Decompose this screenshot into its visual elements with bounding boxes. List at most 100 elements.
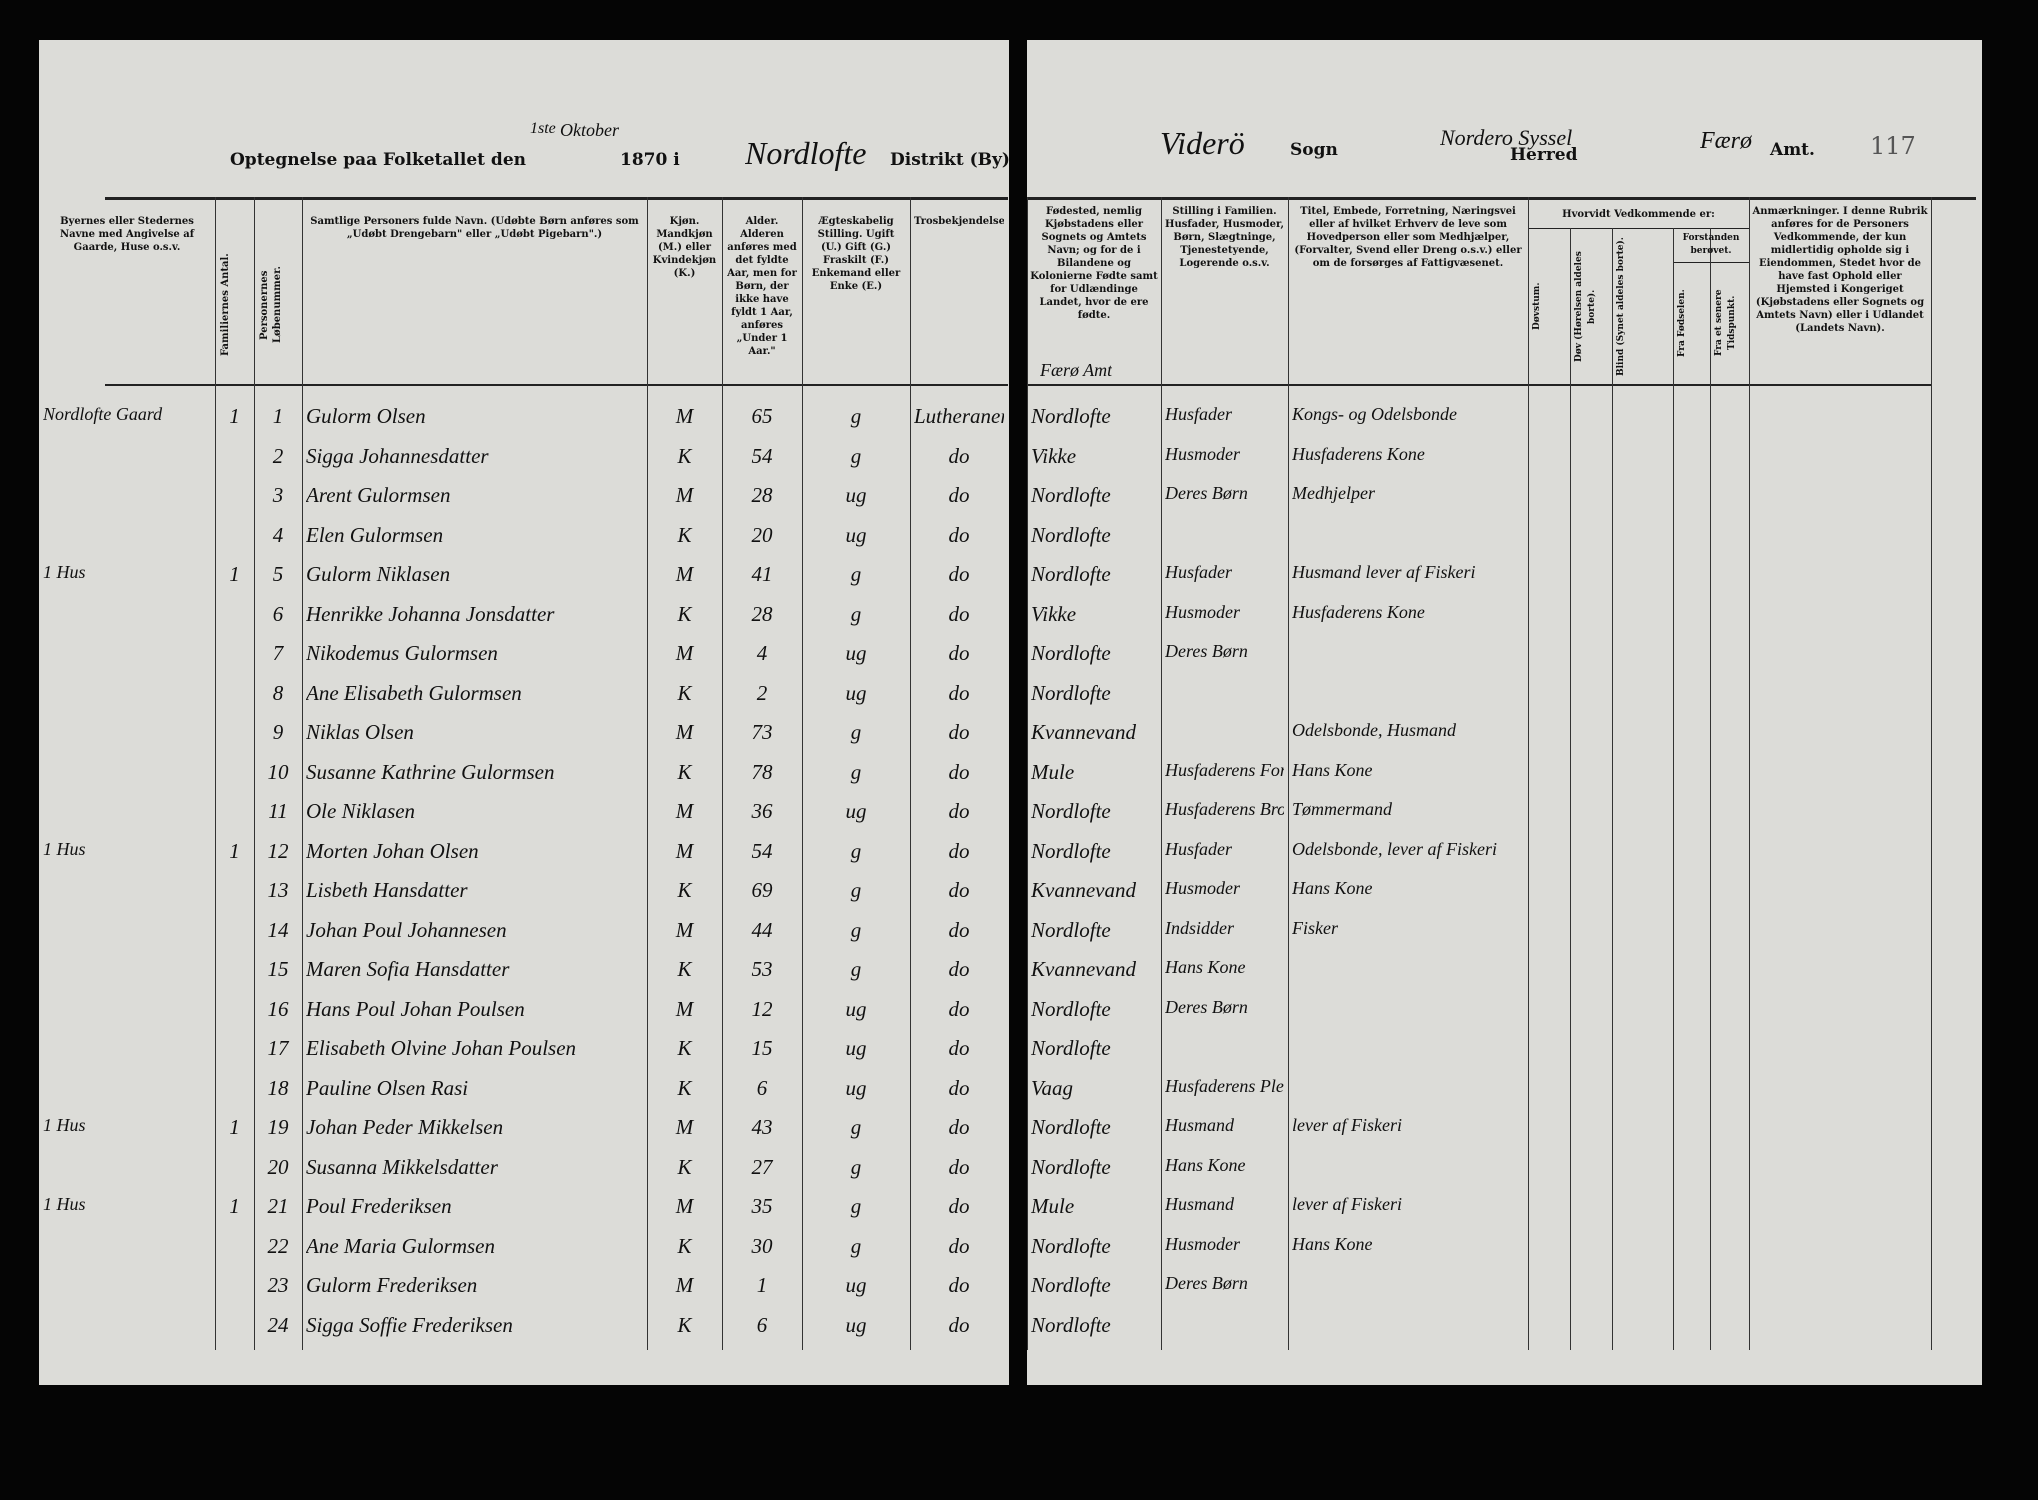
cell: do <box>948 1115 970 1139</box>
cell: do <box>948 838 970 863</box>
cell: M <box>675 838 694 863</box>
cell: ug <box>845 1273 867 1297</box>
cell: lever af Fiskeri <box>1292 1194 1402 1214</box>
cell: 6 <box>756 1312 768 1337</box>
column-rule <box>1288 197 1289 1350</box>
column-header: Titel, Embede, Forretning, Næringsvei el… <box>1294 206 1522 269</box>
cell: 28 <box>751 483 773 507</box>
cell: g <box>850 1154 862 1179</box>
cell: 1 <box>229 404 240 428</box>
column-header: Kjøn. Mandkjøn (M.) eller Kvindekjøn (K.… <box>652 216 717 279</box>
cell: 1 Hus <box>43 1194 86 1214</box>
cell: M <box>675 404 694 428</box>
column-header: Fødested, nemlig Kjøbstadens eller Sogne… <box>1030 206 1158 321</box>
column-header: Personernes Løbenummer. <box>259 266 283 344</box>
column-header: Anmærkninger. I denne Rubrik anføres for… <box>1752 206 1928 334</box>
cell: 73 <box>751 720 773 744</box>
cell: do <box>948 562 970 586</box>
cell: 17 <box>267 1036 289 1060</box>
cell: do <box>948 917 970 942</box>
column-rule <box>722 197 723 1350</box>
cell: 36 <box>751 799 773 823</box>
cell: 8 <box>272 680 284 705</box>
cell: Hans Kone <box>1292 1233 1373 1254</box>
column-header: Døvstum. <box>1532 282 1542 331</box>
cell: do <box>948 483 970 507</box>
cell: ug <box>845 1036 867 1060</box>
parish: Viderö <box>1160 125 1245 161</box>
cell: Poul Frederiksen <box>306 1194 452 1218</box>
cell: do <box>948 1312 970 1337</box>
cell: Nordlofte <box>1031 1036 1111 1060</box>
cell: Fisker <box>1292 917 1338 938</box>
rule <box>1528 228 1749 229</box>
column-header: Blind (Synet aldeles borte). <box>1616 237 1626 376</box>
cell: do <box>948 720 970 744</box>
cell: do <box>948 996 970 1021</box>
column-rule <box>215 197 216 1350</box>
cell: Nordlofte <box>1031 562 1111 586</box>
column-header: Trosbekjendelse. <box>914 216 1004 227</box>
cell: Nordlofte <box>1031 917 1111 942</box>
column-rule <box>1027 197 1028 1350</box>
cell: g <box>850 404 862 428</box>
cell: 21 <box>267 1194 289 1218</box>
cell: Nordlofte <box>1031 1115 1111 1139</box>
cell: Susanna Mikkelsdatter <box>306 1154 498 1179</box>
cell: Husfaderens Kone <box>1292 443 1425 464</box>
cell: K <box>677 680 692 705</box>
cell: do <box>948 799 970 823</box>
cell: Nordlofte <box>1031 404 1111 428</box>
cell: K <box>677 1312 692 1337</box>
cell: Nordlofte <box>1031 1273 1111 1297</box>
cell: 16 <box>267 996 289 1021</box>
cell: 22 <box>267 1233 289 1258</box>
cell: Kvannevand <box>1031 957 1136 981</box>
cell: Husmand lever af Fiskeri <box>1292 562 1476 582</box>
day: 1ste <box>530 120 556 137</box>
cell: Nordlofte <box>1031 1233 1111 1258</box>
cell: Husmoder <box>1165 1233 1240 1254</box>
cell: g <box>850 562 862 586</box>
cell: 5 <box>272 562 284 586</box>
cell: g <box>850 1233 862 1258</box>
cell: Nordlofte <box>1031 838 1111 863</box>
cell: Morten Johan Olsen <box>306 838 479 863</box>
cell: 1 <box>229 1115 240 1139</box>
cell: K <box>677 522 692 547</box>
cell: ug <box>845 1075 867 1100</box>
cell: do <box>948 522 970 547</box>
cell: 9 <box>272 720 284 744</box>
cell: M <box>675 483 694 507</box>
column-header: Fra et senere Tidspunkt. <box>1714 289 1737 357</box>
birthplace-note: Færø Amt <box>1040 360 1113 380</box>
cell: Husfaderens Kone <box>1292 601 1425 622</box>
cell: Tømmermand <box>1292 799 1393 819</box>
cell: 19 <box>267 1115 289 1139</box>
cell: g <box>850 917 862 942</box>
cell: Deres Børn <box>1165 996 1248 1017</box>
cell: 18 <box>267 1075 289 1100</box>
cell: ug <box>845 522 867 547</box>
cell: 3 <box>272 483 284 507</box>
cell: Deres Børn <box>1165 483 1248 503</box>
cell: ug <box>845 680 867 705</box>
cell: 15 <box>751 1036 773 1060</box>
cell: Johan Poul Johannesen <box>306 917 507 942</box>
page-number: 117 <box>1870 132 1916 160</box>
right-page <box>1027 40 1982 1385</box>
cell: 1 <box>229 562 240 586</box>
cell: Nordlofte <box>1031 799 1111 823</box>
cell: Arent Gulormsen <box>306 483 451 507</box>
amt: Færø <box>1700 128 1753 154</box>
cell: M <box>675 1115 694 1139</box>
cell: do <box>948 443 970 468</box>
cell: do <box>948 1154 970 1179</box>
rule <box>105 384 1008 386</box>
cell: M <box>675 562 694 586</box>
cell: Odelsbonde, lever af Fiskeri <box>1292 838 1497 859</box>
cell: Vaag <box>1031 1075 1073 1100</box>
cell: Gulorm Frederiksen <box>306 1273 478 1297</box>
cell: g <box>850 601 862 626</box>
